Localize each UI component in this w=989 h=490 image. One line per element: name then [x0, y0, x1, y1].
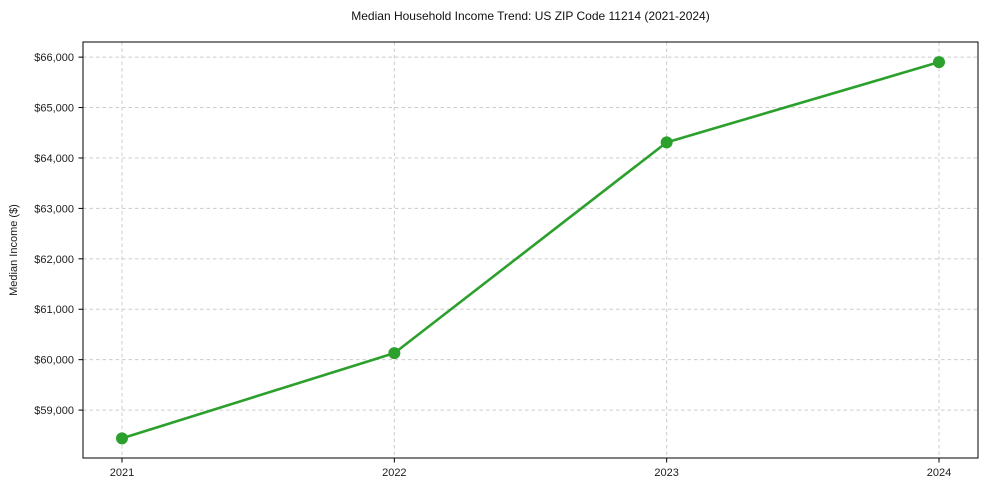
y-tick-label: $66,000: [34, 52, 74, 64]
y-tick-label: $65,000: [34, 103, 74, 115]
data-point-2022: [388, 347, 401, 360]
data-point-2023: [660, 136, 673, 149]
trend-line: [120, 60, 941, 440]
y-tick-label: $64,000: [34, 153, 74, 165]
x-tick-label: 2021: [110, 467, 134, 479]
y-tick-label: $63,000: [34, 203, 74, 215]
y-tick-label: $59,000: [34, 405, 74, 417]
data-point-2021: [116, 432, 128, 445]
y-tick-label: $62,000: [34, 254, 74, 266]
y-axis-title: Median Income ($): [8, 204, 20, 296]
y-tick-label: $61,000: [34, 304, 74, 316]
x-tick-label: 2023: [654, 467, 678, 479]
x-tick-label: 2024: [927, 467, 951, 479]
chart-title: Median Household Income Trend: US ZIP Co…: [351, 9, 710, 23]
x-tick-label: 2022: [382, 467, 406, 479]
y-tick-label: $60,000: [34, 355, 74, 367]
plot-border: [82, 41, 979, 459]
data-point-2024: [933, 56, 945, 69]
